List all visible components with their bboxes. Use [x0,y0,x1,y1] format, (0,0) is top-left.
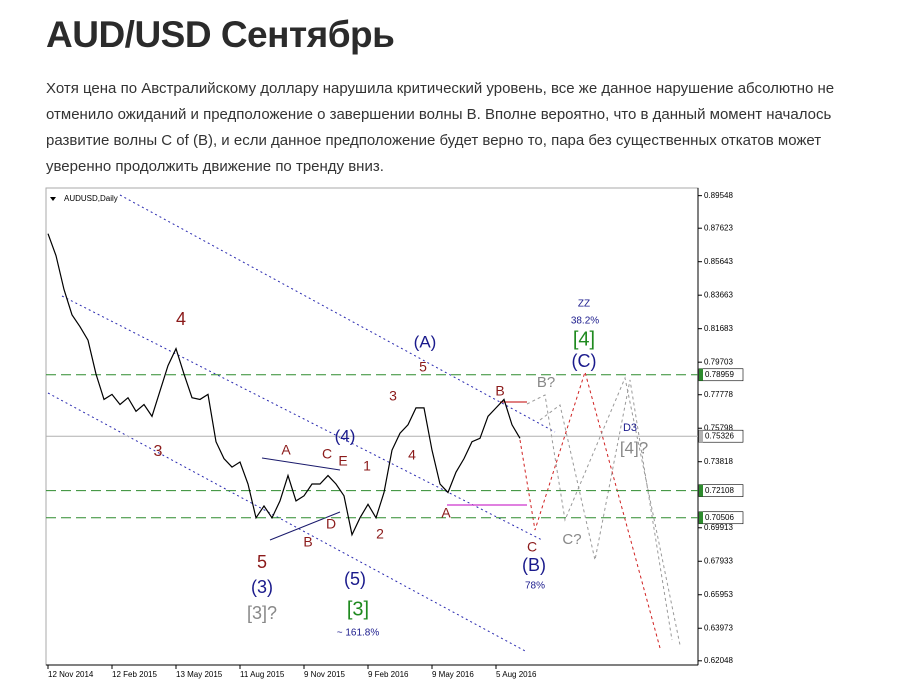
wave-label: [4] [573,328,595,350]
wave-label: D [326,516,336,532]
wave-label: 4 [176,309,186,329]
y-tick-label: 0.67933 [704,556,733,565]
wave-label: C [322,446,332,462]
wave-label: 2 [376,526,384,542]
y-tick-label: 0.89548 [704,191,733,200]
chart-title: AUDUSD,Daily [64,194,118,203]
plot-frame [45,187,699,666]
y-tick-label: 0.77778 [704,390,733,399]
wave-label: (C) [572,351,597,371]
x-tick-label: 9 Nov 2015 [304,670,345,679]
wave-label: C? [562,531,581,548]
level-label-swatch [699,511,703,524]
y-tick-label: 0.79703 [704,357,733,366]
x-tick-label: 12 Feb 2015 [112,670,157,679]
wave-label: 3 [154,443,163,460]
wave-label: 5 [257,552,267,572]
wave-label: B [495,383,504,399]
wave-label: (4) [335,426,356,445]
wave-label: [3]? [247,603,277,623]
y-tick-label: 0.73818 [704,457,733,466]
level-label-swatch [699,368,703,381]
wave-label: 1 [363,458,371,474]
wave-label: 3 [389,388,397,404]
y-tick-label: 0.75798 [704,423,733,432]
y-tick-label: 0.69913 [704,523,733,532]
y-tick-label: 0.85643 [704,257,733,266]
x-tick-label: 9 Feb 2016 [368,670,409,679]
level-label: 0.72108 [705,486,734,495]
page-title: AUD/USD Сентябрь [46,14,395,55]
wave-label: [4]? [620,438,648,457]
wave-label: (A) [414,332,437,351]
level-label: 0.78959 [705,370,734,379]
wave-label: B [303,534,312,550]
wave-label: D3 [623,422,637,434]
triangle [261,457,341,541]
wave-label: C [527,539,537,555]
wave-label: A [441,505,451,521]
level-label: 0.75326 [705,431,734,440]
y-tick-label: 0.62048 [704,656,733,665]
x-tick-label: 9 May 2016 [432,670,474,679]
title-icon [50,197,56,201]
y-tick-label: 0.87623 [704,223,733,232]
level-label-swatch [699,484,703,497]
scenarios [519,370,681,649]
wave-label: 38.2% [571,316,599,327]
y-tick-label: 0.65953 [704,590,733,599]
wave-label: E [338,453,347,469]
x-tick-label: 5 Aug 2016 [496,670,537,679]
level-label-swatch [699,430,703,443]
wave-label: 78% [525,581,545,592]
wave-label: ~ 161.8% [337,628,380,639]
wave-label: (B) [522,555,546,575]
wave-label: A [281,442,291,458]
y-tick-label: 0.63973 [704,623,733,632]
x-tick-label: 11 Aug 2015 [240,670,285,679]
wave-label: ZZ [578,299,590,310]
wave-label: B? [537,374,555,391]
paragraph: Хотя цена по Австралийскому доллару нару… [46,80,835,175]
wave-label: (3) [251,577,273,597]
y-tick-label: 0.83663 [704,290,733,299]
y-tick-label: 0.81683 [704,324,733,333]
wave-label: 5 [419,359,427,375]
price-line [47,233,521,537]
wave-label: [3] [347,598,369,620]
wave-label: 4 [408,447,416,463]
x-tick-label: 12 Nov 2014 [48,670,94,679]
x-tick-label: 13 May 2015 [176,670,223,679]
level-label: 0.70506 [705,513,734,522]
wave-label: (5) [344,569,366,589]
